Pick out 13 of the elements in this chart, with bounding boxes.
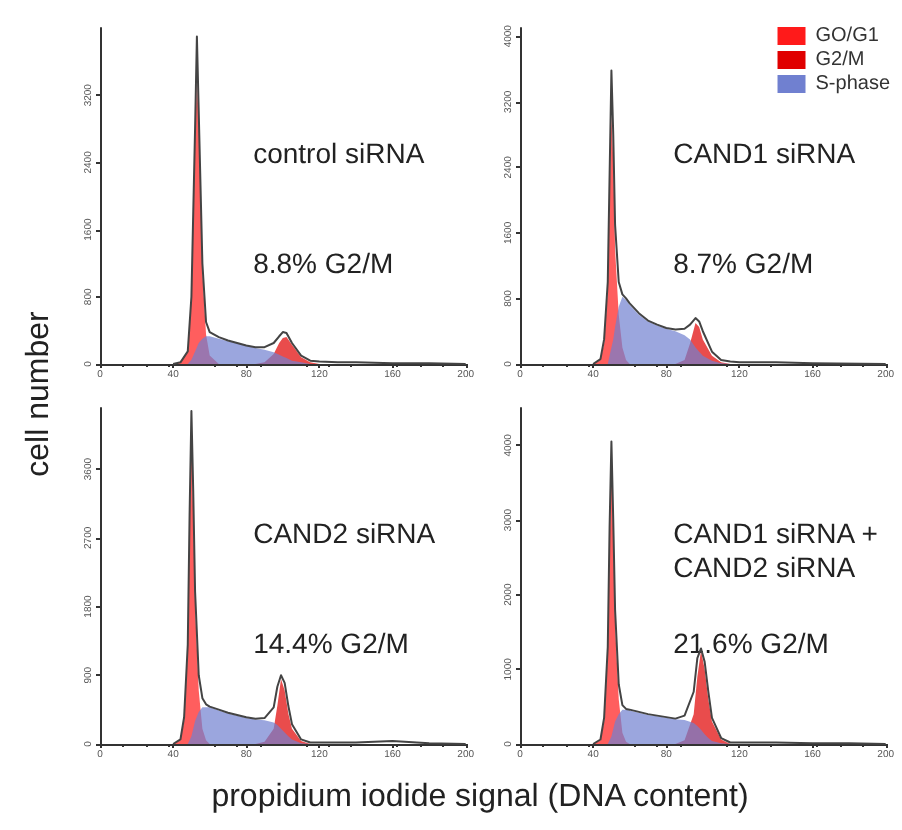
annotation: 14.4% G2/M — [253, 627, 409, 659]
legend-label: G2/M — [815, 49, 865, 71]
annotation: CAND1 siRNA + CAND2 siRNA — [673, 517, 878, 583]
annotation: CAND1 siRNA — [673, 137, 857, 169]
x-axis-title: propidium iodide signal (DNA content) — [209, 780, 751, 816]
annotation: 8.7% G2/M — [673, 247, 814, 279]
annotation: control siRNA — [253, 137, 426, 169]
annotation: CAND2 siRNA — [253, 517, 437, 549]
annotation: 21.6% G2/M — [673, 627, 829, 659]
legend-label: GO/G1 — [815, 25, 880, 47]
annotation: 8.8% G2/M — [253, 247, 394, 279]
legend-label: S-phase — [815, 73, 891, 95]
y-axis-title: cell number — [22, 309, 58, 481]
